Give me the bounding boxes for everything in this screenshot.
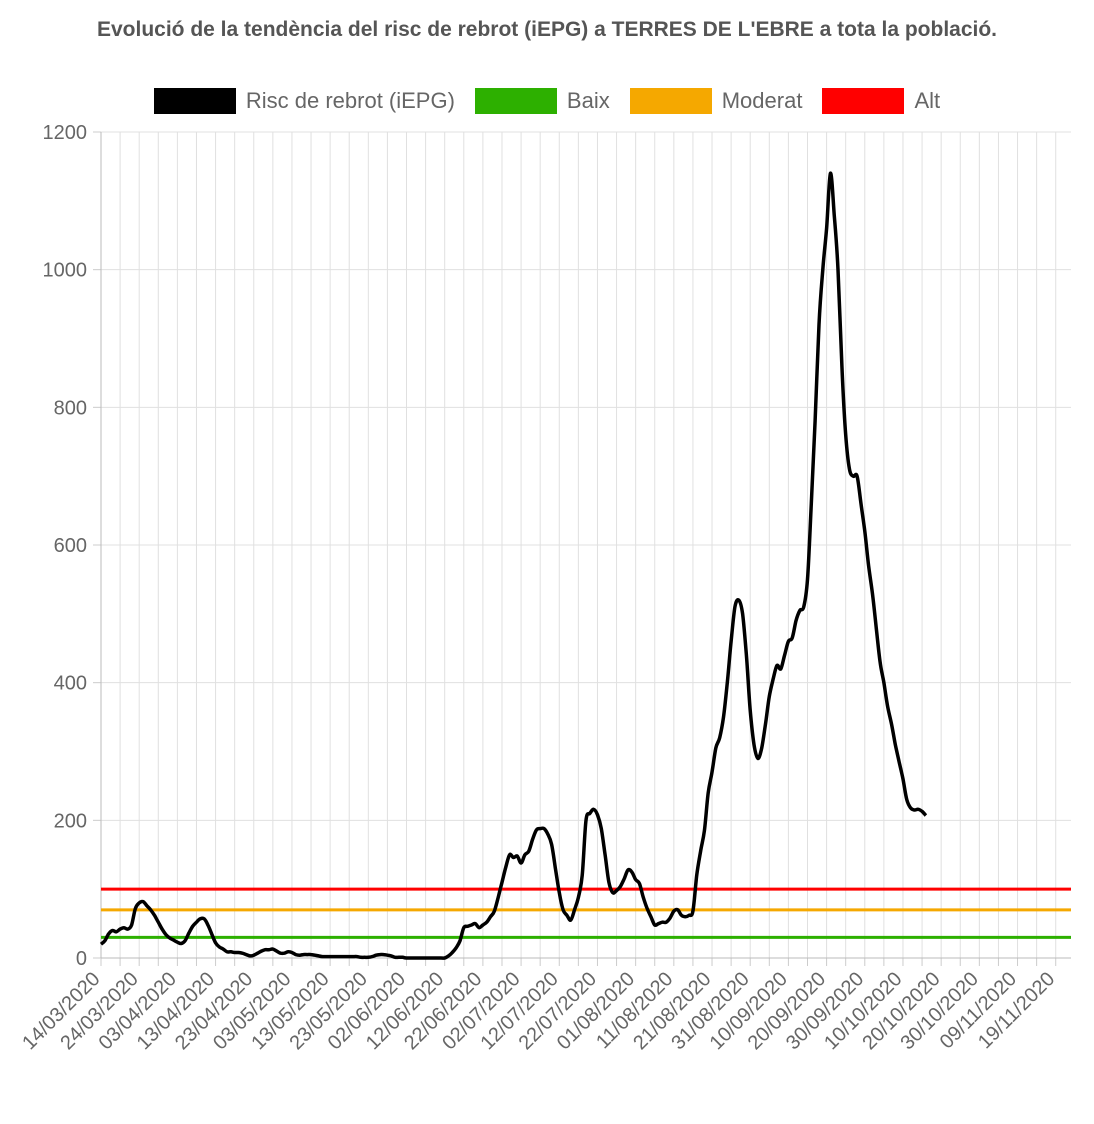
legend-label-iepg: Risc de rebrot (iEPG) bbox=[245, 88, 455, 113]
legend-swatch-iepg bbox=[153, 88, 236, 114]
legend-item-baix[interactable]: Baix bbox=[474, 88, 610, 114]
y-tick-label: 1000 bbox=[43, 260, 88, 282]
y-tick-label: 0 bbox=[76, 948, 87, 970]
y-tick-label: 400 bbox=[54, 673, 87, 695]
chart-legend: Risc de rebrot (iEPG) Baix Moderat Alt bbox=[0, 84, 1094, 118]
legend-label-alt: Alt bbox=[914, 88, 941, 113]
legend-label-moderat: Moderat bbox=[721, 88, 803, 113]
legend-swatch-moderat bbox=[629, 88, 712, 114]
legend-label-baix: Baix bbox=[566, 88, 610, 113]
legend-item-alt[interactable]: Alt bbox=[822, 88, 940, 114]
series-line-iepg bbox=[99, 171, 928, 960]
y-tick-label: 1200 bbox=[43, 122, 88, 144]
y-tick-label: 600 bbox=[54, 535, 87, 557]
legend-item-moderat[interactable]: Moderat bbox=[629, 88, 803, 114]
legend-swatch-alt bbox=[822, 88, 905, 114]
y-tick-label: 200 bbox=[54, 810, 87, 832]
legend-item-iepg[interactable]: Risc de rebrot (iEPG) bbox=[153, 88, 455, 114]
chart-title: Evolució de la tendència del risc de reb… bbox=[96, 18, 998, 41]
y-tick-label: 800 bbox=[54, 397, 87, 419]
legend-swatch-baix bbox=[474, 88, 557, 114]
